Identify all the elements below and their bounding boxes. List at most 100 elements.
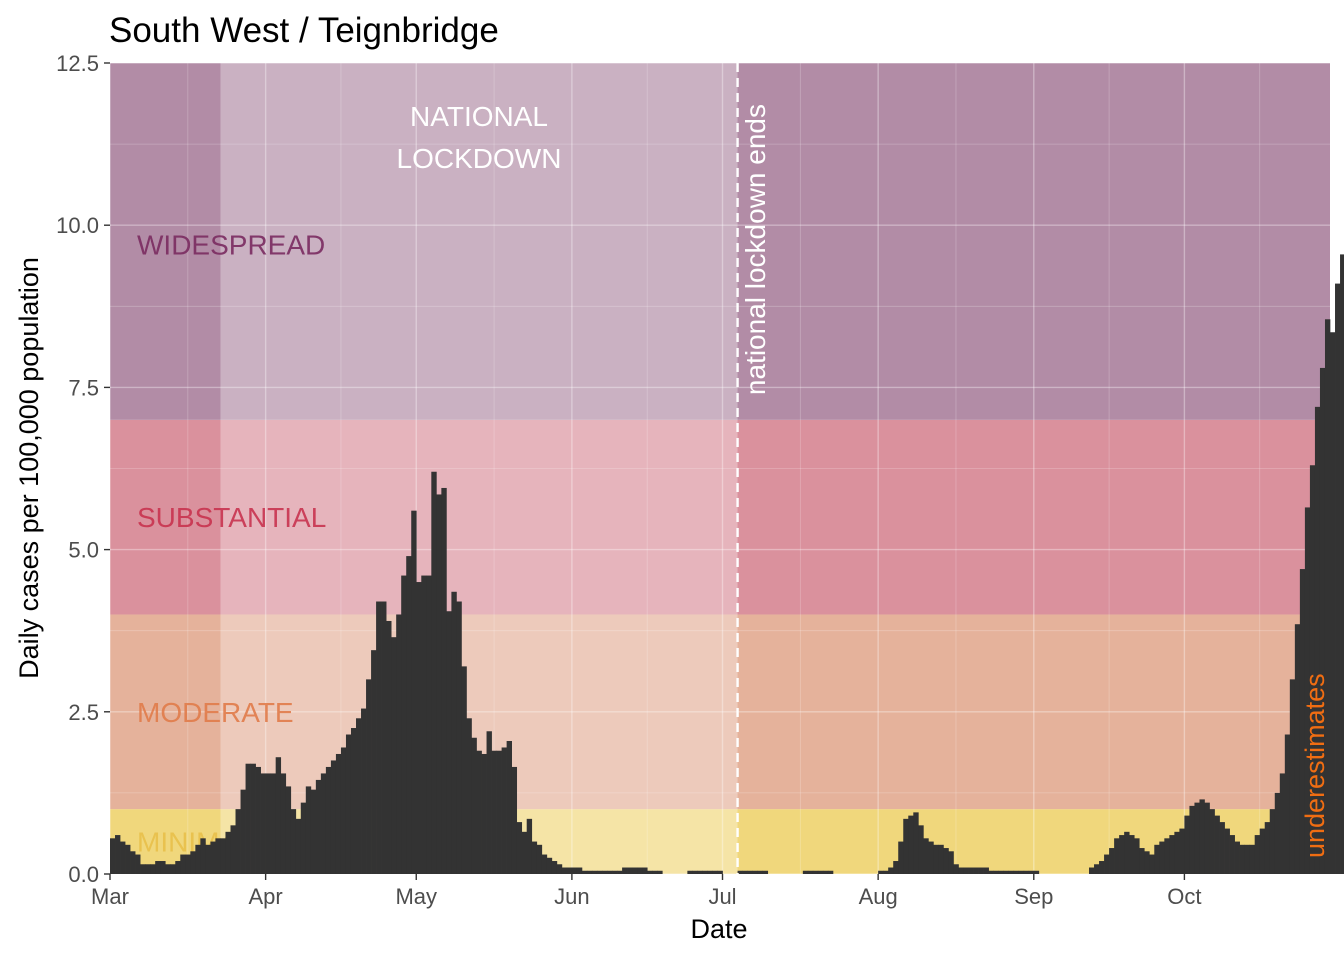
bar [993, 870, 999, 874]
bar [335, 753, 342, 874]
x-tick-label: Jun [554, 884, 589, 909]
bar [1008, 870, 1015, 874]
bar [968, 867, 974, 874]
bar-series [110, 254, 1344, 874]
bar [581, 870, 588, 874]
bar [1309, 465, 1316, 874]
bar [471, 737, 477, 874]
bar [230, 825, 236, 874]
bar [160, 861, 166, 874]
x-tick-label: May [395, 884, 437, 909]
y-tick-label: 12.5 [56, 51, 99, 76]
bar [481, 753, 487, 874]
y-tick-label: 5.0 [68, 538, 99, 563]
bar [330, 760, 337, 874]
bar [1330, 332, 1336, 874]
bar [265, 773, 272, 874]
bar [903, 818, 909, 874]
bar [145, 864, 151, 874]
bar [125, 844, 131, 874]
bar [1335, 283, 1341, 874]
bar [566, 867, 573, 874]
bar [1244, 844, 1251, 874]
bar [1144, 851, 1150, 874]
bar [1274, 792, 1281, 874]
bar [115, 835, 121, 874]
bar [752, 870, 759, 874]
bar [486, 731, 492, 874]
bar [1269, 809, 1276, 874]
bar [933, 844, 939, 874]
bar [1249, 844, 1256, 874]
bar [441, 487, 447, 874]
bar [275, 757, 282, 874]
bar [255, 766, 261, 874]
bar [988, 870, 994, 874]
bar [1299, 569, 1306, 874]
risk-bands [110, 63, 1330, 874]
bar [135, 854, 141, 874]
bar [923, 838, 929, 874]
bar [526, 818, 533, 874]
x-tick-label: Oct [1167, 884, 1201, 909]
bar [898, 841, 904, 874]
bar [140, 864, 146, 874]
bar [822, 870, 829, 874]
bar [1239, 844, 1246, 874]
bar [1219, 822, 1225, 874]
bar [506, 740, 512, 874]
bar [878, 870, 884, 874]
y-tick-label: 10.0 [56, 213, 99, 238]
bar [516, 822, 523, 874]
x-axis-title: Date [690, 914, 747, 944]
bar [596, 870, 603, 874]
bar [1229, 835, 1235, 874]
bar [260, 773, 266, 874]
bar [586, 870, 593, 874]
bar [1164, 838, 1170, 874]
bar [591, 870, 598, 874]
bar [1284, 734, 1291, 874]
lockdown-label-line: LOCKDOWN [397, 143, 562, 174]
bar [1304, 507, 1311, 874]
x-tick-label: Aug [859, 884, 898, 909]
bar [948, 851, 954, 874]
bar [215, 838, 221, 874]
band-label-substantial: SUBSTANTIAL [137, 502, 326, 533]
bar [536, 844, 543, 874]
y-axis-title: Daily cases per 100,000 population [14, 257, 44, 679]
bar [245, 763, 251, 874]
bar [285, 786, 292, 874]
bar [406, 556, 412, 874]
bar [200, 838, 206, 874]
bar [883, 870, 889, 874]
bar [747, 870, 753, 874]
underestimates-label: underestimates [1300, 673, 1330, 858]
bar [1319, 367, 1326, 874]
bar [300, 802, 307, 874]
bar [356, 718, 362, 874]
bar [130, 851, 136, 874]
lockdown-shade [220, 63, 738, 874]
bar [1013, 870, 1020, 874]
axes: 0.0 2.5 5.0 7.5 10.0 12.5 Mar Apr May Jun Jul Aug Se… [56, 51, 1201, 909]
bar [1340, 254, 1344, 874]
bar [240, 789, 246, 874]
bar [1254, 835, 1261, 874]
bar [401, 575, 407, 874]
bar [1159, 841, 1165, 874]
bar [602, 870, 608, 874]
bar [1194, 802, 1200, 874]
chart-title: South West / Teignbridge [109, 11, 499, 50]
bar [1104, 854, 1110, 874]
bar [501, 747, 507, 874]
bar [983, 867, 989, 874]
bar [556, 864, 563, 874]
bar [958, 867, 964, 874]
bar [1149, 854, 1155, 874]
bar [627, 867, 633, 874]
bar [737, 870, 743, 874]
band-moderate [110, 614, 1330, 810]
bar [340, 747, 347, 874]
bar [295, 818, 302, 874]
